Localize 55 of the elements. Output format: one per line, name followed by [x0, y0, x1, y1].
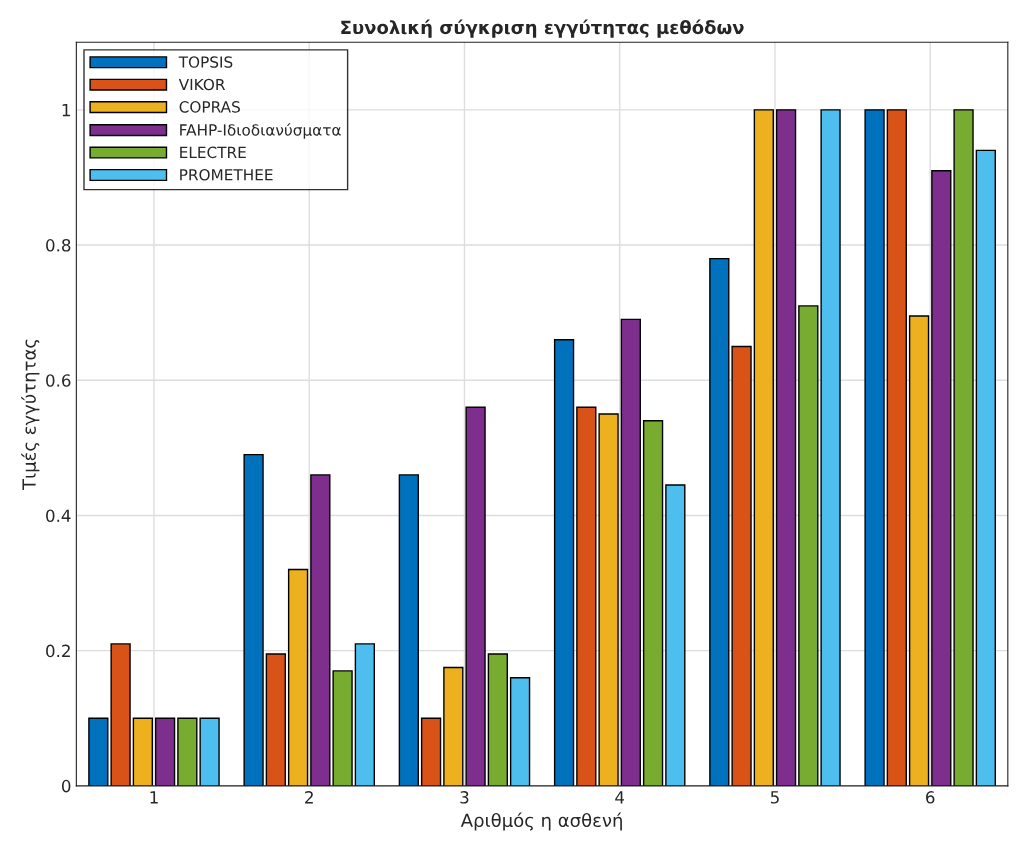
bar [775, 109, 797, 786]
x-tick-label: 2 [305, 791, 313, 804]
legend-label: TOPSIS [178, 56, 233, 68]
legend-label: PROMETHEE [180, 169, 273, 181]
bar [443, 666, 464, 786]
bar [886, 109, 907, 786]
y-tick-label: 0.4 [46, 509, 71, 523]
bar [576, 406, 597, 786]
bar [465, 406, 486, 786]
legend-label: ELECTRE [180, 146, 246, 159]
bar [354, 643, 375, 786]
bar [709, 257, 730, 786]
y-tick-label: 1 [62, 104, 70, 117]
bar [864, 109, 885, 786]
bar [287, 568, 309, 786]
bar [820, 109, 841, 786]
legend-label: COPRAS [179, 101, 240, 113]
bar [110, 643, 131, 786]
bar [953, 109, 974, 786]
x-axis-title: Αριθμός η ασθενή [460, 812, 622, 831]
x-tick-label: 6 [926, 791, 935, 804]
chart-title: Συνολική σύγκριση εγγύτητας μεθόδων [341, 19, 744, 38]
bar [88, 717, 109, 786]
bar [420, 717, 442, 786]
x-tick-label: 5 [770, 791, 779, 804]
y-axis-title: Τιμές εγγύτητας [21, 339, 40, 491]
bar [731, 345, 752, 786]
y-tick-label: 0 [61, 779, 71, 793]
y-tick-label: 0.2 [46, 644, 70, 658]
bar [908, 315, 930, 786]
x-tick-label: 4 [615, 791, 625, 804]
y-tick-label: 0.6 [46, 374, 71, 387]
bar [931, 169, 952, 786]
bar [798, 305, 819, 786]
x-tick-label: 3 [460, 791, 469, 804]
bar [665, 484, 686, 786]
bar [487, 653, 508, 786]
bar [243, 453, 264, 786]
bar [509, 676, 531, 786]
bar [265, 653, 286, 786]
bar [398, 474, 419, 786]
legend-label: FAHP-Ιδιοδιανύσματα [180, 123, 341, 139]
bar [154, 717, 176, 786]
bar [620, 318, 641, 786]
bar [598, 413, 619, 786]
bar [975, 149, 996, 786]
y-tick-label: 0.8 [46, 239, 71, 252]
bar [642, 420, 664, 786]
bar [310, 474, 331, 786]
bar [753, 109, 774, 786]
bar [132, 717, 153, 786]
bar [332, 670, 353, 786]
x-tick-label: 1 [150, 791, 158, 804]
bar [553, 338, 575, 786]
legend-label: VIKOR [178, 78, 226, 91]
